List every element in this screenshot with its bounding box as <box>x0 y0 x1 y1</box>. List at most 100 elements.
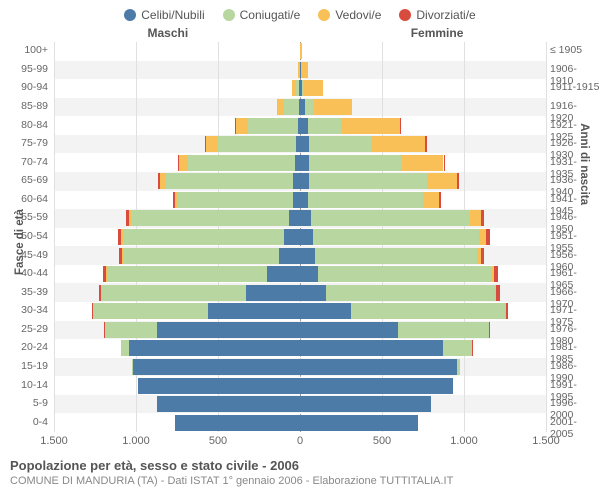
bar-segment <box>92 303 94 319</box>
bar-segment <box>494 266 498 282</box>
bar-segment <box>123 229 284 245</box>
bar-segment <box>486 229 490 245</box>
bar-segment <box>300 303 351 319</box>
bar-segment <box>300 229 313 245</box>
bar-segment <box>235 118 248 134</box>
bar-segment <box>106 266 267 282</box>
bar-segment <box>160 173 166 189</box>
bar-segment <box>300 378 453 394</box>
header-male: Maschi <box>147 26 188 40</box>
bar-segment <box>481 210 484 226</box>
bar-segment <box>99 285 101 301</box>
gender-headers: Maschi Femmine <box>0 26 600 42</box>
bar-segment <box>315 248 477 264</box>
x-tick-label: 1.500 <box>532 435 560 447</box>
age-label: 20-24 <box>0 341 48 353</box>
bar-segment <box>188 155 295 171</box>
bar-segment <box>300 266 318 282</box>
bar-segment <box>309 173 427 189</box>
bar-segment <box>126 210 129 226</box>
bar-segment <box>439 192 441 208</box>
y-axis-title-left: Fasce di età <box>14 209 26 275</box>
bar-segment <box>304 80 323 96</box>
age-label: 95-99 <box>0 63 48 75</box>
bar-segment <box>175 192 178 208</box>
legend-item: Divorziati/e <box>399 8 475 22</box>
x-tick-label: 1.000 <box>122 435 150 447</box>
bar-segment <box>309 136 371 152</box>
legend-label: Vedovi/e <box>335 8 381 22</box>
age-label: 90-94 <box>0 81 48 93</box>
bar-segment <box>121 229 123 245</box>
age-label: 60-64 <box>0 193 48 205</box>
bar-segment <box>217 136 296 152</box>
bar-segment <box>300 43 302 59</box>
legend-label: Celibi/Nubili <box>141 8 204 22</box>
bar-segment <box>205 136 206 152</box>
bar-segment <box>496 285 499 301</box>
bar-segment <box>309 155 401 171</box>
bar-segment <box>401 155 444 171</box>
bar-segment <box>341 118 400 134</box>
bar-segment <box>267 266 300 282</box>
legend-swatch <box>399 9 411 21</box>
legend-label: Divorziati/e <box>416 8 475 22</box>
bar-segment <box>298 62 299 78</box>
bar-segment <box>425 136 426 152</box>
bar-segment <box>289 210 300 226</box>
bar-segment <box>398 322 488 338</box>
bar-segment <box>122 248 123 264</box>
bar-segment <box>179 155 188 171</box>
bar-segment <box>93 303 208 319</box>
bar-segment <box>121 340 129 356</box>
bar-segment <box>457 173 459 189</box>
bar-segment <box>457 359 459 375</box>
bar-segment <box>301 62 308 78</box>
bar-segment <box>300 340 443 356</box>
bar-segment <box>119 248 122 264</box>
bar-segment <box>208 303 300 319</box>
bar-segment <box>300 248 315 264</box>
bar-segment <box>175 415 300 431</box>
age-label: 35-39 <box>0 286 48 298</box>
bar-segment <box>351 303 505 319</box>
bar-segment <box>284 229 300 245</box>
x-tick-label: 1.000 <box>450 435 478 447</box>
bar-segment <box>138 378 300 394</box>
legend-label: Coniugati/e <box>240 8 301 22</box>
bar-segment <box>311 210 470 226</box>
bar-segment <box>133 359 300 375</box>
bar-segment <box>400 118 401 134</box>
legend: Celibi/Nubili Coniugati/e Vedovi/e Divorzia… <box>0 0 600 26</box>
bar-segment <box>293 173 300 189</box>
legend-item: Coniugati/e <box>223 8 301 22</box>
bar-segment <box>489 322 490 338</box>
bar-segment <box>178 192 293 208</box>
bar-segment <box>104 322 105 338</box>
y-axis-title-right: Anni di nascita <box>578 123 590 205</box>
footer-title: Popolazione per età, sesso e stato civil… <box>10 458 590 473</box>
bar-segment <box>300 173 309 189</box>
bar-segment <box>295 80 299 96</box>
bar-segment <box>300 285 326 301</box>
bar-segment <box>246 285 300 301</box>
bar-segment <box>178 155 179 171</box>
x-tick-label: 500 <box>209 435 227 447</box>
legend-swatch <box>124 9 136 21</box>
bar-segment <box>106 266 107 282</box>
bar-segment <box>279 248 300 264</box>
bar-segment <box>129 340 300 356</box>
bar-segment <box>157 396 300 412</box>
bar-segment <box>479 229 486 245</box>
birth-year-label: ≤ 1905 <box>550 44 600 56</box>
bar-segment <box>248 118 297 134</box>
legend-swatch <box>223 9 235 21</box>
bar-segment <box>157 322 300 338</box>
bar-segment <box>318 266 492 282</box>
bar-segment <box>305 99 314 115</box>
bar-segment <box>300 210 311 226</box>
birth-year-label: 1911-1915 <box>550 81 600 93</box>
bar-segment <box>300 359 457 375</box>
age-label: 25-29 <box>0 323 48 335</box>
x-tick-label: 0 <box>297 435 303 447</box>
